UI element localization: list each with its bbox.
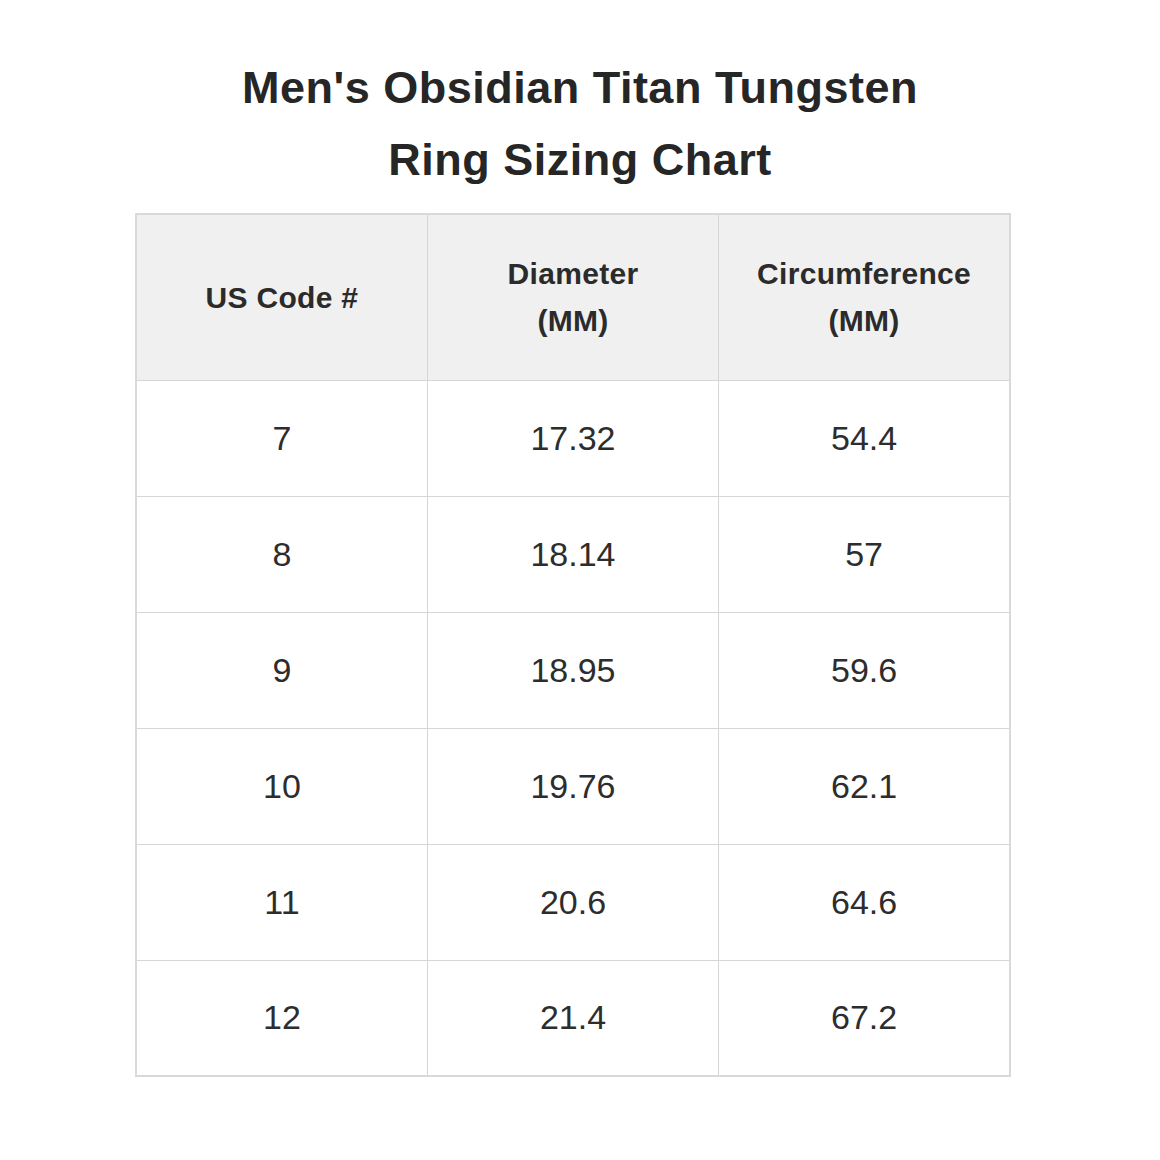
cell-circumference: 59.6: [719, 612, 1010, 728]
column-header-circumference: Circumference (MM): [719, 214, 1010, 380]
column-header-us-code: US Code #: [136, 214, 427, 380]
cell-diameter: 19.76: [427, 728, 718, 844]
header-label: (MM): [719, 297, 1009, 344]
cell-us-code: 9: [136, 612, 427, 728]
table-header: US Code # Diameter (MM) Circumference (M…: [136, 214, 1010, 380]
cell-circumference: 67.2: [719, 960, 1010, 1076]
table-row: 7 17.32 54.4: [136, 380, 1010, 496]
sizing-table-container: US Code # Diameter (MM) Circumference (M…: [135, 213, 1011, 1077]
cell-diameter: 18.14: [427, 496, 718, 612]
cell-circumference: 64.6: [719, 844, 1010, 960]
table-row: 10 19.76 62.1: [136, 728, 1010, 844]
table-row: 9 18.95 59.6: [136, 612, 1010, 728]
table-row: 8 18.14 57: [136, 496, 1010, 612]
cell-circumference: 54.4: [719, 380, 1010, 496]
cell-diameter: 18.95: [427, 612, 718, 728]
cell-diameter: 21.4: [427, 960, 718, 1076]
cell-us-code: 11: [136, 844, 427, 960]
table-row: 12 21.4 67.2: [136, 960, 1010, 1076]
cell-us-code: 10: [136, 728, 427, 844]
header-label: Circumference: [719, 250, 1009, 297]
cell-diameter: 20.6: [427, 844, 718, 960]
page-title-line2: Ring Sizing Chart: [0, 124, 1160, 196]
cell-circumference: 57: [719, 496, 1010, 612]
header-row: US Code # Diameter (MM) Circumference (M…: [136, 214, 1010, 380]
column-header-diameter: Diameter (MM): [427, 214, 718, 380]
header-label: Diameter: [428, 250, 718, 297]
cell-us-code: 8: [136, 496, 427, 612]
page-title-line1: Men's Obsidian Titan Tungsten: [0, 52, 1160, 124]
cell-circumference: 62.1: [719, 728, 1010, 844]
table-row: 11 20.6 64.6: [136, 844, 1010, 960]
page: Men's Obsidian Titan Tungsten Ring Sizin…: [0, 0, 1160, 1160]
table-body: 7 17.32 54.4 8 18.14 57 9 18.95 59.6 10 …: [136, 380, 1010, 1076]
page-title: Men's Obsidian Titan Tungsten Ring Sizin…: [0, 52, 1160, 196]
cell-diameter: 17.32: [427, 380, 718, 496]
sizing-table: US Code # Diameter (MM) Circumference (M…: [135, 213, 1011, 1077]
cell-us-code: 12: [136, 960, 427, 1076]
header-label: US Code #: [137, 274, 427, 321]
header-label: (MM): [428, 297, 718, 344]
cell-us-code: 7: [136, 380, 427, 496]
